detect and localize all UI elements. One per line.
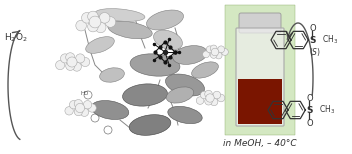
- Circle shape: [88, 21, 98, 32]
- Circle shape: [67, 57, 77, 67]
- Circle shape: [56, 61, 65, 70]
- Text: S: S: [309, 36, 316, 45]
- Circle shape: [210, 51, 217, 58]
- Text: HO: HO: [80, 91, 88, 96]
- Text: CH$_3$: CH$_3$: [319, 104, 335, 116]
- Ellipse shape: [168, 106, 202, 124]
- Circle shape: [205, 97, 212, 105]
- Ellipse shape: [91, 101, 129, 120]
- Circle shape: [196, 97, 204, 104]
- FancyBboxPatch shape: [239, 13, 281, 33]
- Circle shape: [76, 20, 87, 31]
- Circle shape: [66, 61, 75, 70]
- Ellipse shape: [191, 62, 218, 78]
- Text: $(S)$: $(S)$: [309, 46, 321, 58]
- Ellipse shape: [108, 21, 152, 39]
- Circle shape: [210, 45, 217, 52]
- Text: in MeOH, – 40°C: in MeOH, – 40°C: [223, 139, 297, 148]
- Text: H$_2$O$_2$: H$_2$O$_2$: [4, 32, 28, 44]
- Ellipse shape: [95, 9, 145, 21]
- Circle shape: [76, 54, 85, 63]
- FancyBboxPatch shape: [236, 28, 284, 126]
- Ellipse shape: [146, 10, 183, 30]
- Circle shape: [80, 108, 89, 116]
- Circle shape: [65, 107, 73, 115]
- Circle shape: [215, 52, 222, 59]
- Ellipse shape: [173, 46, 207, 64]
- Circle shape: [82, 12, 92, 23]
- Circle shape: [218, 46, 225, 53]
- Circle shape: [213, 91, 221, 99]
- Circle shape: [211, 48, 219, 56]
- Circle shape: [83, 101, 92, 109]
- Circle shape: [89, 16, 101, 28]
- Ellipse shape: [129, 115, 171, 135]
- Circle shape: [88, 104, 96, 112]
- Circle shape: [66, 53, 75, 62]
- Circle shape: [210, 98, 218, 106]
- Circle shape: [74, 99, 83, 108]
- Circle shape: [206, 94, 214, 102]
- Circle shape: [74, 107, 83, 116]
- Ellipse shape: [122, 84, 168, 106]
- Text: O: O: [306, 118, 313, 128]
- Circle shape: [205, 90, 212, 98]
- Text: O: O: [309, 24, 316, 32]
- Circle shape: [203, 51, 209, 58]
- Text: CH$_3$: CH$_3$: [322, 34, 339, 46]
- Ellipse shape: [100, 68, 124, 82]
- Circle shape: [88, 11, 98, 22]
- Ellipse shape: [130, 54, 180, 76]
- Circle shape: [95, 22, 106, 33]
- Circle shape: [200, 91, 208, 99]
- Text: O: O: [306, 93, 313, 103]
- Circle shape: [69, 101, 78, 109]
- Circle shape: [72, 62, 81, 71]
- Circle shape: [75, 103, 84, 113]
- Ellipse shape: [153, 30, 182, 50]
- Circle shape: [81, 57, 90, 67]
- Circle shape: [99, 12, 110, 23]
- Circle shape: [105, 17, 116, 27]
- Circle shape: [221, 49, 228, 55]
- Text: S: S: [306, 105, 313, 115]
- FancyBboxPatch shape: [238, 79, 282, 124]
- Ellipse shape: [166, 87, 194, 103]
- Circle shape: [217, 94, 225, 102]
- FancyBboxPatch shape: [225, 5, 295, 135]
- Ellipse shape: [165, 74, 205, 96]
- Ellipse shape: [86, 37, 114, 53]
- Circle shape: [61, 54, 70, 63]
- Circle shape: [206, 46, 213, 53]
